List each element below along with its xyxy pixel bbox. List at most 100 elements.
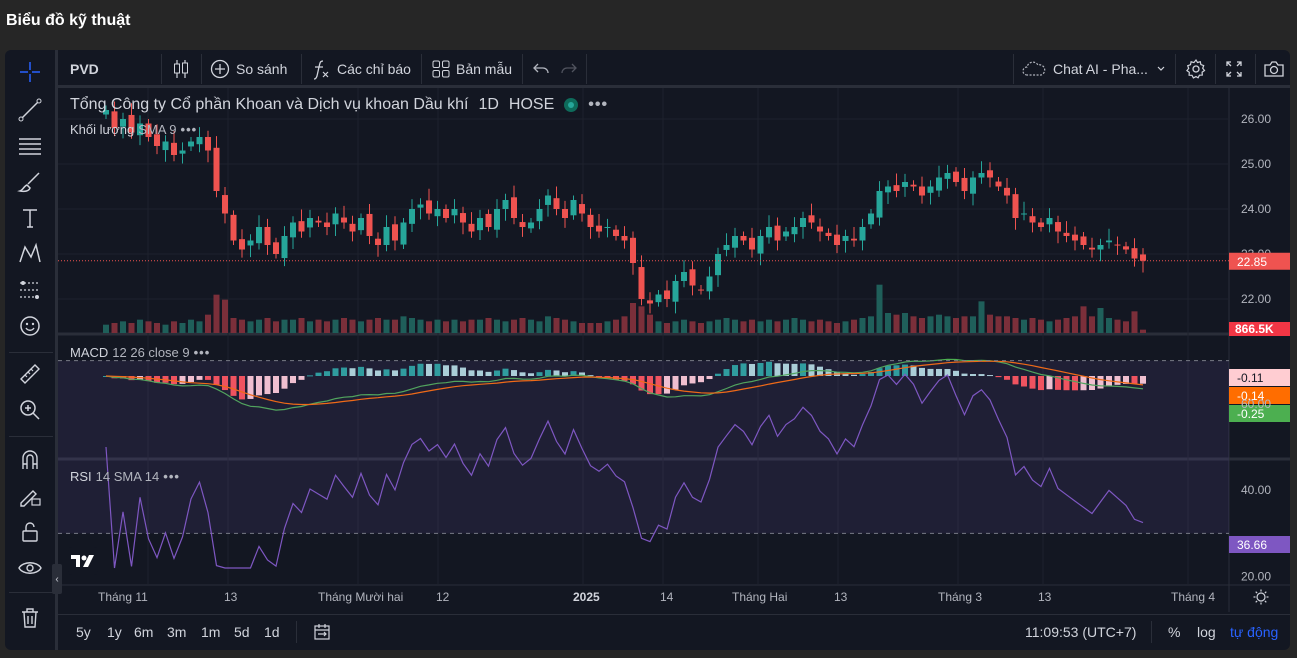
candle-body xyxy=(103,110,109,115)
brush-tool[interactable] xyxy=(5,164,55,200)
candle-body xyxy=(970,177,976,194)
macd-histogram-bar xyxy=(196,376,203,380)
macd-histogram-bar xyxy=(349,368,356,376)
candle-body xyxy=(196,137,203,145)
candle-body xyxy=(885,186,891,193)
signal-line xyxy=(105,360,1144,406)
candle-body xyxy=(630,237,636,263)
settings-button[interactable] xyxy=(1185,50,1213,88)
symbol-search[interactable]: PVD xyxy=(70,61,99,77)
candle-body xyxy=(383,227,390,245)
volume-bar xyxy=(400,316,407,333)
trend-line-tool[interactable] xyxy=(5,92,55,128)
auto-scale-toggle[interactable]: tự động xyxy=(1230,624,1279,640)
pencil-lock-icon xyxy=(20,490,41,507)
candle-body xyxy=(740,236,747,241)
price-chart[interactable]: 26.0025.0024.0023.0022.0022.85866.5K0.00… xyxy=(58,88,1290,612)
collapse-toolbar-handle[interactable]: ‹ xyxy=(52,564,62,594)
range-1m[interactable]: 1m xyxy=(201,624,221,640)
compare-button[interactable]: So sánh xyxy=(210,50,287,88)
percent-toggle[interactable]: % xyxy=(1168,624,1181,640)
macd-histogram-bar xyxy=(494,370,500,376)
remove-drawings-tool[interactable] xyxy=(5,600,55,636)
magnet-tool[interactable] xyxy=(5,442,55,478)
volume-bar xyxy=(927,316,934,333)
undo-button[interactable] xyxy=(532,50,556,88)
rsi-line xyxy=(105,373,1144,569)
volume-bar xyxy=(1038,319,1044,333)
text-tool[interactable] xyxy=(5,200,55,236)
fullscreen-button[interactable] xyxy=(1225,50,1249,88)
lock-drawing-tool[interactable] xyxy=(5,478,55,514)
more-icon[interactable]: ••• xyxy=(588,96,609,113)
snapshot-button[interactable] xyxy=(1263,50,1290,88)
volume-bar xyxy=(876,284,883,333)
fullscreen-icon xyxy=(1226,61,1242,77)
chart-type-button[interactable] xyxy=(172,50,196,88)
macd-histogram-bar xyxy=(128,376,135,381)
range-1y[interactable]: 1y xyxy=(107,624,122,640)
macd-histogram-bar xyxy=(859,374,866,376)
candle-body xyxy=(987,170,993,178)
macd-histogram-bar xyxy=(1131,376,1138,384)
candle-body xyxy=(587,214,594,227)
range-5d[interactable]: 5d xyxy=(234,624,250,640)
volume-tag xyxy=(1229,322,1290,336)
date-range-button[interactable] xyxy=(312,623,332,644)
candle-body xyxy=(868,213,874,225)
candle-body xyxy=(995,181,1002,187)
templates-button[interactable]: Bản mẫu xyxy=(432,50,512,88)
macd-histogram-bar xyxy=(477,370,483,376)
tradingview-logo xyxy=(68,547,98,575)
volume-more-icon[interactable]: ••• xyxy=(180,122,198,137)
candle-body xyxy=(451,209,458,216)
volume-bar xyxy=(1097,308,1104,333)
volume-bar xyxy=(1106,318,1112,333)
volume-bar xyxy=(154,323,160,333)
prediction-tool[interactable] xyxy=(5,272,55,308)
candle-body xyxy=(120,119,126,127)
macd-histogram-bar xyxy=(774,363,781,376)
chart-area[interactable]: 26.0025.0024.0023.0022.0022.85866.5K0.00… xyxy=(52,88,1290,612)
hide-tool[interactable] xyxy=(5,550,55,586)
icon-tool[interactable] xyxy=(5,308,55,344)
volume-bar xyxy=(953,318,959,333)
macd-histogram-bar xyxy=(1012,376,1019,385)
axis-settings-icon[interactable] xyxy=(1253,589,1269,605)
candle-body xyxy=(171,142,177,155)
volume-bar xyxy=(596,323,602,333)
pattern-tool[interactable] xyxy=(5,236,55,272)
redo-button[interactable] xyxy=(560,50,584,88)
clock-time[interactable]: 11:09:53 (UTC+7) xyxy=(1025,624,1137,640)
log-toggle[interactable]: log xyxy=(1197,624,1216,640)
candle-body xyxy=(1055,222,1061,232)
candle-body xyxy=(1029,216,1036,223)
volume-bar xyxy=(417,319,424,333)
crosshair-tool[interactable] xyxy=(5,54,55,90)
macd-histogram-bar xyxy=(400,368,407,376)
range-3m[interactable]: 3m xyxy=(167,624,187,640)
macd-more-icon[interactable]: ••• xyxy=(193,345,211,360)
indicators-button[interactable]: Các chỉ báo xyxy=(311,50,411,88)
range-1d[interactable]: 1d xyxy=(264,624,280,640)
rsi-more-icon[interactable]: ••• xyxy=(163,469,180,484)
candle-body xyxy=(230,214,237,241)
zoom-tool[interactable] xyxy=(5,392,55,428)
fib-tool[interactable] xyxy=(5,128,55,164)
candle-body xyxy=(1063,232,1070,236)
volume-bar xyxy=(145,321,152,333)
macd-histogram-bar xyxy=(978,374,985,376)
macd-legend: MACD 12 26 close 9 ••• xyxy=(70,345,210,360)
macd-histogram-bar xyxy=(553,370,560,376)
lock-all-tool[interactable] xyxy=(5,514,55,550)
range-6m[interactable]: 6m xyxy=(134,624,154,640)
volume-bar xyxy=(341,318,347,333)
range-5y[interactable]: 5y xyxy=(76,624,91,640)
measure-tool[interactable] xyxy=(5,356,55,392)
chat-ai-dropdown[interactable]: Chat AI - Pha... xyxy=(1021,50,1171,88)
macd-histogram-bar xyxy=(417,363,424,376)
volume-bar xyxy=(715,319,721,333)
macd-histogram-bar xyxy=(468,370,475,376)
candle-body xyxy=(732,236,738,248)
candle-body xyxy=(145,123,152,137)
